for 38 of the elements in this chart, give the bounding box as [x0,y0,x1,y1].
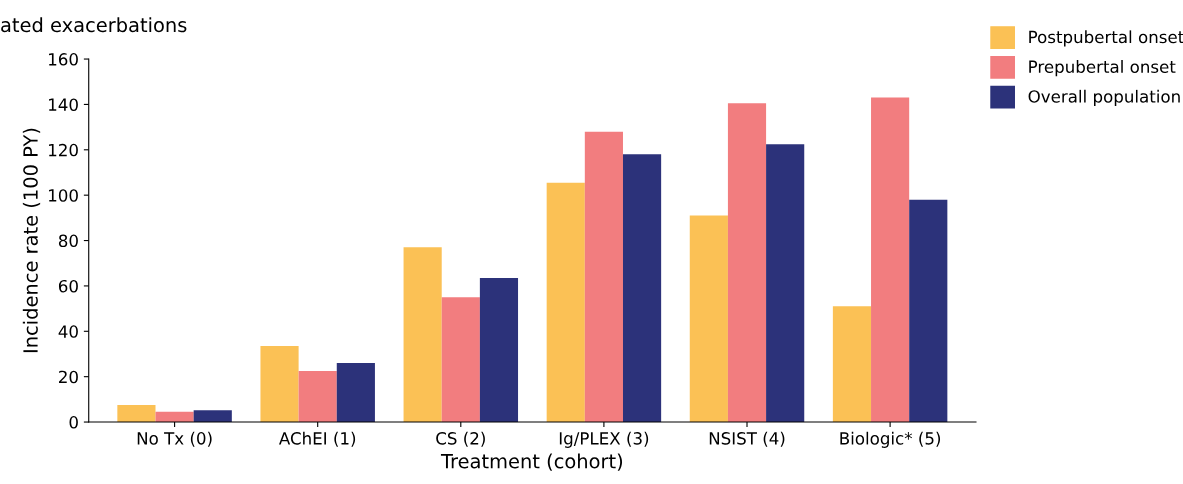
x-tick-label: No Tx (0) [137,431,212,447]
x-tick-label: CS (2) [436,431,485,447]
legend-label: Postpubertal onset [1029,30,1183,47]
x-tick-label: Ig/PLEX (3) [559,431,649,448]
bar [117,405,156,423]
x-tick-label: AChEI (1) [278,431,356,447]
bar [727,103,767,423]
bar [871,97,910,423]
y-tick-label: 20 [59,370,78,384]
y-tick-label: 160 [49,53,78,66]
bar [584,131,623,423]
y-tick-label: 40 [58,325,78,338]
chart-title: ated exacerbations [1,17,187,33]
legend-label: Prepubertal onset [1029,60,1176,77]
bar [479,277,519,423]
y-tick-label: 100 [49,189,78,202]
y-tick-label: 120 [49,143,78,157]
bar [909,199,948,423]
y-tick-label: 0 [69,416,78,429]
bar [546,182,585,423]
bar [832,306,872,423]
bar [298,371,337,423]
legend-label: Overall population [1028,89,1180,106]
x-tick-label: Biologic* (5) [840,431,941,448]
y-tick-label: 140 [49,98,78,111]
bar [622,154,662,423]
bar [689,215,728,423]
y-axis-title: Incidence rate (100 PY) [22,128,41,353]
bar [441,297,480,423]
bar [403,247,442,423]
x-tick-label: NSIST (4) [709,431,785,447]
x-axis-title: Treatment (cohort) [440,453,623,471]
bar [193,410,232,423]
bar [336,363,375,423]
bar [260,346,299,423]
y-tick-label: 80 [58,234,78,248]
y-tick-label: 60 [58,279,78,293]
bar [766,144,805,423]
